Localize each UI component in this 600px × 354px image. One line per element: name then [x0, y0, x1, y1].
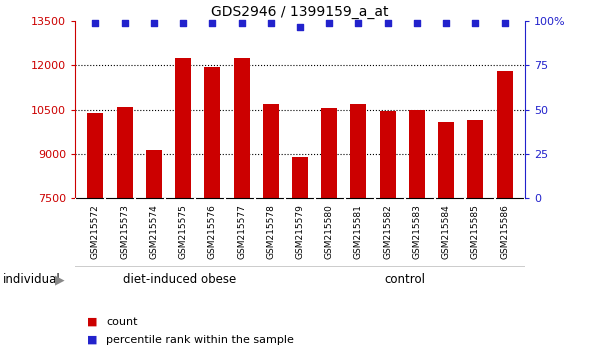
Bar — [116, 107, 133, 198]
Text: individual: individual — [3, 273, 61, 286]
Bar — [205, 67, 220, 198]
Text: ■: ■ — [87, 317, 97, 327]
Text: GSM215582: GSM215582 — [383, 204, 392, 258]
Text: GSM215575: GSM215575 — [179, 204, 188, 259]
Text: GSM215572: GSM215572 — [91, 204, 100, 258]
Text: GSM215581: GSM215581 — [354, 204, 363, 259]
Bar — [438, 121, 454, 198]
Point — [91, 20, 100, 26]
Point — [353, 20, 363, 26]
Title: GDS2946 / 1399159_a_at: GDS2946 / 1399159_a_at — [211, 5, 389, 19]
Text: ▶: ▶ — [55, 273, 65, 286]
Point — [208, 20, 217, 26]
Point — [412, 20, 422, 26]
Point — [442, 20, 451, 26]
Text: GSM215585: GSM215585 — [471, 204, 480, 259]
Text: GSM215579: GSM215579 — [296, 204, 305, 259]
Point — [470, 20, 480, 26]
Bar — [146, 149, 162, 198]
Point — [383, 20, 392, 26]
Text: percentile rank within the sample: percentile rank within the sample — [106, 335, 294, 345]
Text: GSM215576: GSM215576 — [208, 204, 217, 259]
Bar — [380, 111, 395, 198]
Point — [237, 20, 247, 26]
Text: GSM215573: GSM215573 — [120, 204, 129, 259]
Text: ■: ■ — [87, 335, 97, 345]
Bar — [497, 72, 512, 198]
Point — [295, 24, 305, 29]
Bar — [321, 108, 337, 198]
Point — [266, 20, 275, 26]
Text: GSM215584: GSM215584 — [442, 204, 451, 258]
Bar — [467, 120, 484, 198]
Bar — [263, 104, 279, 198]
Bar — [409, 110, 425, 198]
Point — [500, 20, 509, 26]
Point — [178, 20, 188, 26]
Point — [325, 20, 334, 26]
Text: GSM215586: GSM215586 — [500, 204, 509, 259]
Bar — [175, 58, 191, 198]
Text: GSM215578: GSM215578 — [266, 204, 275, 259]
Text: GSM215574: GSM215574 — [149, 204, 158, 258]
Text: count: count — [106, 317, 138, 327]
Bar — [350, 104, 367, 198]
Text: GSM215577: GSM215577 — [237, 204, 246, 259]
Bar — [292, 157, 308, 198]
Bar — [88, 113, 103, 198]
Point — [149, 20, 158, 26]
Text: diet-induced obese: diet-induced obese — [124, 273, 236, 286]
Text: GSM215583: GSM215583 — [412, 204, 421, 259]
Text: GSM215580: GSM215580 — [325, 204, 334, 259]
Bar — [233, 58, 250, 198]
Text: control: control — [385, 273, 425, 286]
Point — [120, 20, 130, 26]
